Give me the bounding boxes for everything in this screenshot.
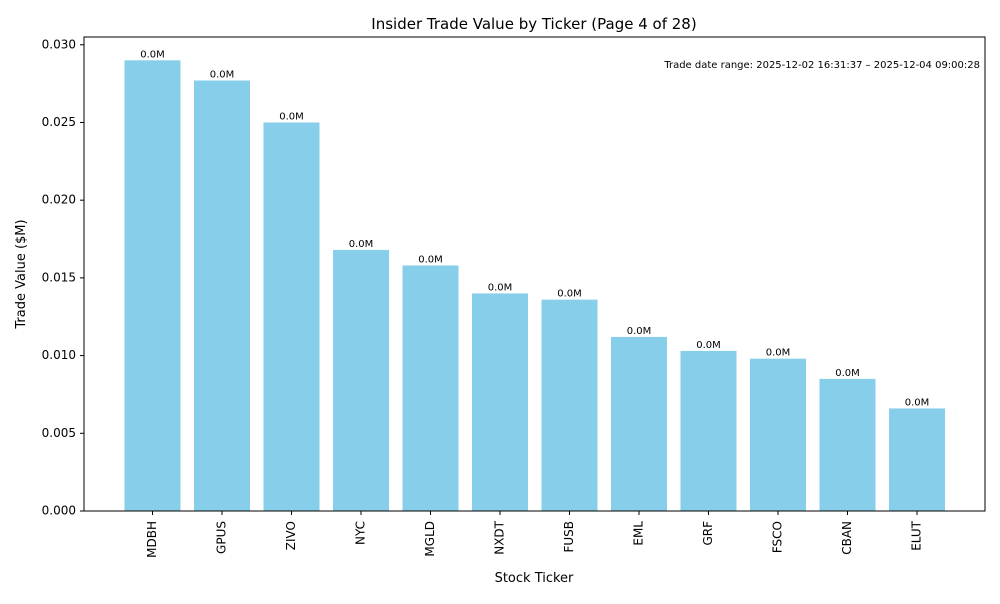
bar-nyc bbox=[333, 249, 389, 511]
bars-group bbox=[124, 60, 945, 512]
bar-value-label: 0.0M bbox=[349, 239, 374, 250]
y-axis: 0.000 0.005 0.010 0.015 0.020 0.025 0.030 bbox=[42, 37, 84, 518]
bar-value-label: 0.0M bbox=[279, 111, 304, 122]
bar-gpus bbox=[194, 80, 250, 511]
y-axis-label: Trade Value ($M) bbox=[14, 219, 29, 329]
chart-title: Insider Trade Value by Ticker (Page 4 of… bbox=[371, 15, 696, 33]
x-tick-label: NYC bbox=[354, 521, 368, 545]
y-tick-label: 0.010 bbox=[42, 348, 76, 362]
x-tick-label: EML bbox=[632, 521, 646, 546]
bar-elut bbox=[889, 408, 945, 511]
bar-fusb bbox=[541, 299, 598, 511]
bar-mgld bbox=[402, 265, 459, 511]
y-tick-label: 0.000 bbox=[42, 504, 76, 518]
bar-labels-group: 0.0M 0.0M 0.0M 0.0M 0.0M 0.0M 0.0M 0.0M 0.0M 0.0M… bbox=[140, 49, 929, 408]
x-tick-label: CBAN bbox=[840, 521, 854, 555]
bar-nxdt bbox=[472, 293, 528, 511]
y-tick-label: 0.020 bbox=[42, 193, 76, 207]
bar-grf bbox=[680, 350, 737, 511]
x-tick-label: GPUS bbox=[215, 521, 229, 554]
x-tick-label: FUSB bbox=[562, 521, 576, 553]
y-tick-label: 0.005 bbox=[42, 426, 76, 440]
bar-value-label: 0.0M bbox=[766, 348, 791, 359]
bar-value-label: 0.0M bbox=[210, 70, 235, 81]
bar-mdbh bbox=[124, 60, 181, 512]
x-axis: MDBH GPUS ZIVO NYC MGLD NXDT FUSB EML GRF FSCO CBA… bbox=[145, 511, 924, 558]
bar-value-label: 0.0M bbox=[627, 326, 652, 337]
bar-value-label: 0.0M bbox=[488, 282, 513, 293]
bar-value-label: 0.0M bbox=[140, 49, 165, 60]
x-axis-label: Stock Ticker bbox=[495, 571, 574, 586]
bar-eml bbox=[611, 336, 667, 511]
plot-frame bbox=[83, 36, 986, 512]
bar-value-label: 0.0M bbox=[557, 289, 582, 300]
y-tick-label: 0.025 bbox=[42, 115, 76, 129]
x-tick-label: GRF bbox=[701, 521, 715, 546]
bar-value-label: 0.0M bbox=[696, 340, 721, 351]
x-tick-label: MDBH bbox=[145, 521, 159, 558]
x-tick-label: ZIVO bbox=[284, 521, 298, 550]
date-range-annotation: Trade date range: 2025-12-02 16:31:37 – … bbox=[663, 60, 980, 71]
x-tick-label: ELUT bbox=[910, 520, 924, 550]
bar-value-label: 0.0M bbox=[905, 397, 930, 408]
x-tick-label: MGLD bbox=[423, 521, 437, 557]
y-tick-label: 0.030 bbox=[42, 37, 76, 51]
bar-zivo bbox=[263, 122, 320, 512]
bar-cban bbox=[819, 378, 876, 511]
y-tick-label: 0.015 bbox=[42, 270, 76, 284]
bar-value-label: 0.0M bbox=[418, 254, 443, 265]
x-tick-label: NXDT bbox=[493, 520, 507, 554]
bar-fsco bbox=[750, 358, 806, 511]
x-tick-label: FSCO bbox=[771, 521, 785, 553]
bar-value-label: 0.0M bbox=[835, 368, 860, 379]
